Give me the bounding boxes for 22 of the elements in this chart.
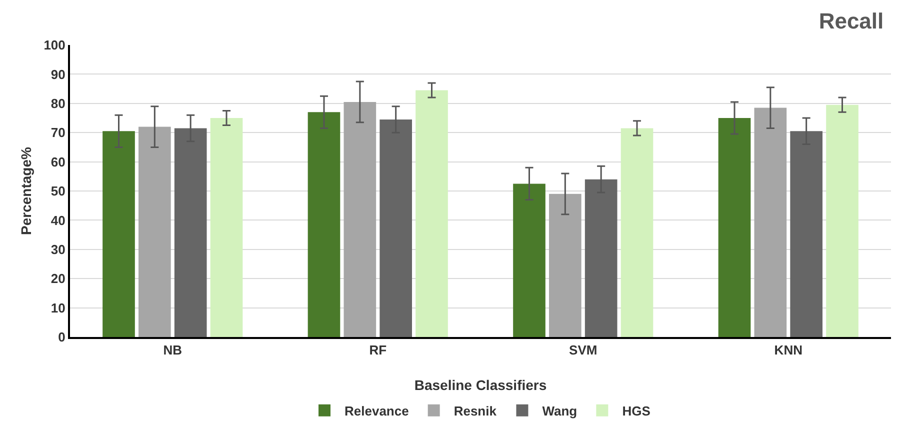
y-axis-title: Percentage% — [18, 146, 34, 235]
y-tick-label: 90 — [50, 66, 66, 82]
y-tick-label: 30 — [50, 242, 66, 257]
y-tick-label: 20 — [50, 271, 66, 286]
y-tick-label: 100 — [44, 38, 66, 53]
y-tick-label: 70 — [50, 125, 66, 140]
legend-label: Resnik — [454, 403, 498, 418]
y-tick-label: 80 — [50, 96, 66, 111]
legend-label: HGS — [622, 403, 651, 418]
x-tick-label: NB — [163, 342, 182, 358]
legend-label: Relevance — [344, 403, 409, 418]
y-tick-label: 40 — [50, 212, 66, 228]
x-tick-label: KNN — [774, 342, 802, 358]
x-tick-label: RF — [369, 342, 387, 358]
legend-label: Wang — [542, 403, 578, 418]
x-tick-label: SVM — [569, 342, 598, 358]
y-tick-label: 0 — [58, 330, 66, 345]
y-tick-label: 10 — [50, 300, 66, 316]
x-axis-title: Baseline Classifiers — [414, 377, 547, 393]
chart-title: Recall — [818, 8, 884, 34]
y-tick-label: 60 — [50, 154, 66, 170]
y-tick-label: 50 — [50, 184, 66, 199]
